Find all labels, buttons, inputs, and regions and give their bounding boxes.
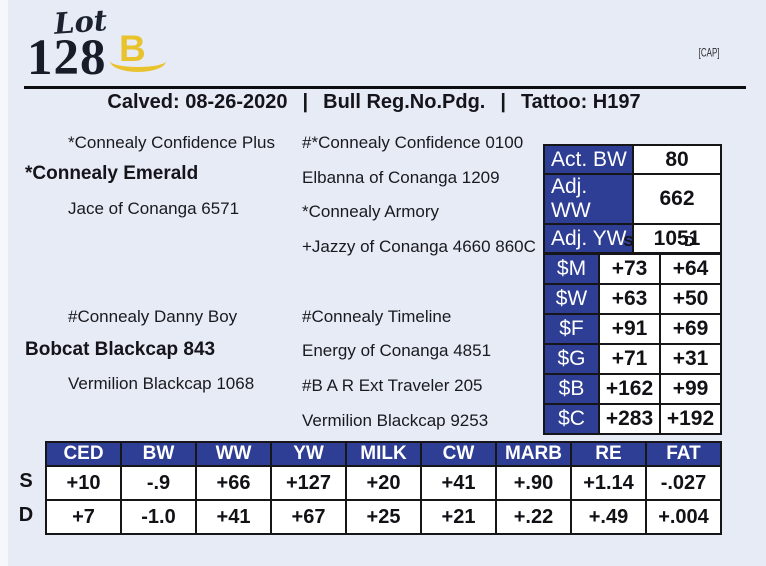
epd-value: +.004 [645, 499, 722, 535]
weight-value: 662 [632, 173, 722, 225]
weight-value: 1051 [632, 223, 722, 254]
epd-value: -.9 [120, 465, 197, 501]
dam-grandsire: #Connealy Danny Boy [68, 307, 238, 326]
dollar-s-value: +71 [598, 343, 661, 375]
table-row: $C +283 +192 [543, 403, 722, 435]
dam-ancestor: Vermilion Blackcap 9253 [302, 411, 489, 430]
weight-label: Adj. YW [543, 223, 634, 254]
dam-granddam: Vermilion Blackcap 1068 [68, 374, 255, 393]
epd-value: +67 [270, 499, 347, 535]
weight-label: Adj. WW [543, 173, 634, 225]
dam-ancestor: #B A R Ext Traveler 205 [302, 376, 483, 395]
dam-column-header: D [684, 233, 695, 250]
table-row: $F +91 +69 [543, 313, 722, 345]
epd-value: -1.0 [120, 499, 197, 535]
epd-dam-row: +7 -1.0 +41 +67 +25 +21 +.22 +.49 +.004 [45, 499, 722, 535]
epd-table: CED BW WW YW MILK CW MARB RE FAT +10 -.9… [45, 441, 722, 535]
dam-ancestor: Energy of Conanga 4851 [302, 341, 492, 360]
header-info-line: Calved: 08-26-2020 | Bull Reg.No.Pdg. | Tatt… [0, 91, 748, 114]
reg-number: Bull Reg.No.Pdg. [323, 91, 486, 113]
sire-ancestor: #*Connealy Confidence 0100 [302, 133, 524, 152]
dam-name: Bobcat Blackcap 843 [25, 339, 216, 360]
epd-value: +7 [45, 499, 122, 535]
dollar-s-value: +283 [598, 403, 661, 435]
dam-ancestor: #Connealy Timeline [302, 307, 452, 326]
sire-ancestor: +Jazzy of Conanga 4660 860C [302, 237, 536, 256]
table-row: Adj. WW 662 [543, 173, 722, 225]
table-row: $B +162 +99 [543, 373, 722, 405]
header-divider [24, 86, 746, 89]
dollar-label: $M [543, 253, 600, 285]
epd-header: FAT [645, 441, 722, 467]
table-row: $W +63 +50 [543, 283, 722, 315]
weights-table: Act. BW 80 Adj. WW 662 Adj. YW 1051 [543, 144, 722, 254]
epd-value: +.90 [495, 465, 572, 501]
sire-column-header: S [623, 233, 634, 250]
epd-value: +25 [345, 499, 422, 535]
epd-value: -.027 [645, 465, 722, 501]
dollar-label: $C [543, 403, 600, 435]
dollar-label: $B [543, 373, 600, 405]
brand-rocker-arc-icon [110, 50, 166, 72]
epd-header: RE [570, 441, 647, 467]
spacer [543, 233, 598, 250]
cap-note: [CAP] [698, 46, 720, 61]
epd-header: YW [270, 441, 347, 467]
epd-header-row: CED BW WW YW MILK CW MARB RE FAT [45, 441, 722, 467]
separator: | [500, 91, 506, 113]
sire-granddam: Jace of Conanga 6571 [68, 199, 240, 218]
scan-edge [0, 0, 8, 566]
sire-ancestor: *Connealy Armory [302, 202, 440, 221]
weight-value: 80 [632, 144, 722, 175]
dollar-column-headers: S D [543, 233, 720, 250]
dollar-d-value: +99 [659, 373, 722, 405]
epd-value: +20 [345, 465, 422, 501]
dollar-label: $F [543, 313, 600, 345]
dollar-d-value: +31 [659, 343, 722, 375]
dollar-d-value: +192 [659, 403, 722, 435]
dollar-label: $G [543, 343, 600, 375]
dollar-s-value: +73 [598, 253, 661, 285]
epd-value: +66 [195, 465, 272, 501]
sire-grandsire: *Connealy Confidence Plus [68, 133, 275, 152]
epd-dam-row-label: D [18, 504, 34, 526]
epd-header: BW [120, 441, 197, 467]
epd-value: +21 [420, 499, 497, 535]
sire-name: *Connealy Emerald [25, 163, 199, 184]
epd-value: +41 [195, 499, 272, 535]
table-row: $G +71 +31 [543, 343, 722, 375]
tattoo: Tattoo: H197 [520, 91, 641, 113]
table-row: $M +73 +64 [543, 253, 722, 285]
epd-value: +41 [420, 465, 497, 501]
epd-sire-row-label: S [19, 470, 33, 492]
lot-number: 128 [27, 30, 107, 86]
dollar-d-value: +50 [659, 283, 722, 315]
epd-header: WW [195, 441, 272, 467]
dollar-label: $W [543, 283, 600, 315]
sire-ancestor: Elbanna of Conanga 1209 [302, 168, 500, 187]
table-row: Adj. YW 1051 [543, 223, 722, 254]
weight-label: Act. BW [543, 144, 634, 175]
epd-value: +.22 [495, 499, 572, 535]
dollar-d-value: +69 [659, 313, 722, 345]
separator: | [302, 91, 309, 113]
epd-sire-row: +10 -.9 +66 +127 +20 +41 +.90 +1.14 -.02… [45, 465, 722, 501]
epd-value: +10 [45, 465, 122, 501]
epd-header: MILK [345, 441, 422, 467]
dollar-values-table: $M +73 +64 $W +63 +50 $F +91 +69 $G +71 … [543, 253, 722, 435]
epd-value: +.49 [570, 499, 647, 535]
dollar-s-value: +91 [598, 313, 661, 345]
epd-header: CED [45, 441, 122, 467]
epd-header: MARB [495, 441, 572, 467]
dollar-d-value: +64 [659, 253, 722, 285]
epd-header: CW [420, 441, 497, 467]
table-row: Act. BW 80 [543, 144, 722, 175]
dollar-s-value: +162 [598, 373, 661, 405]
dollar-s-value: +63 [598, 283, 661, 315]
epd-value: +127 [270, 465, 347, 501]
epd-value: +1.14 [570, 465, 647, 501]
calved-date: Calved: 08-26-2020 [107, 91, 288, 113]
